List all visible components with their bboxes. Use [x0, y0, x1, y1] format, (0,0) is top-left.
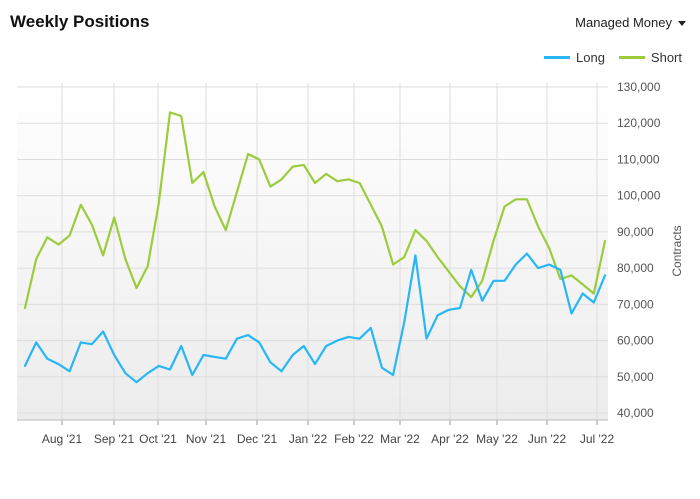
- y-tick-label: 100,000: [617, 189, 661, 203]
- long-series-line: [23, 252, 607, 384]
- y-tick-label: 80,000: [617, 261, 654, 275]
- legend-label-long: Long: [576, 50, 605, 65]
- x-tick-label: Sep '21: [94, 432, 135, 446]
- x-tick-label: Oct '21: [139, 432, 177, 446]
- caret-down-icon: [678, 21, 686, 26]
- x-tick-label: Mar '22: [380, 432, 420, 446]
- legend-label-short: Short: [650, 50, 682, 65]
- x-tick-label: Jul '22: [580, 432, 615, 446]
- y-tick-label: 60,000: [617, 334, 654, 348]
- y-tick-label: 120,000: [617, 116, 661, 130]
- plot-area: [17, 83, 608, 420]
- y-tick-label: 40,000: [617, 406, 654, 420]
- legend-item-short[interactable]: Short: [618, 50, 682, 65]
- y-tick-label: 130,000: [617, 80, 661, 94]
- x-tick-label: May '22: [476, 432, 518, 446]
- x-tick-label: Apr '22: [431, 432, 469, 446]
- dropdown-label: Managed Money: [575, 15, 672, 30]
- x-tick-label: Dec '21: [237, 432, 278, 446]
- grid-lines: [17, 83, 608, 420]
- chart-legend: Long Short: [544, 50, 682, 65]
- y-tick-label: 110,000: [617, 152, 660, 166]
- position-type-dropdown[interactable]: Managed Money: [575, 15, 686, 30]
- page-title: Weekly Positions: [10, 12, 150, 31]
- y-axis: 40,000 50,000 60,000 70,000 80,000 90,000 100,…: [617, 80, 661, 420]
- x-tick-label: Jun '22: [528, 432, 567, 446]
- x-tick-label: Feb '22: [334, 432, 374, 446]
- short-series-line: [23, 111, 607, 310]
- x-tick-label: Aug '21: [42, 432, 83, 446]
- x-tick-label: Nov '21: [186, 432, 227, 446]
- y-tick-label: 50,000: [617, 370, 654, 384]
- legend-item-long[interactable]: Long: [544, 50, 605, 65]
- short-line-swatch: [618, 56, 645, 59]
- x-tick-label: Jan '22: [289, 432, 328, 446]
- y-tick-label: 70,000: [617, 297, 654, 311]
- series-lines: [23, 111, 607, 384]
- long-line-swatch: [544, 56, 570, 59]
- y-tick-label: 90,000: [617, 225, 654, 239]
- x-axis: Aug '21 Sep '21 Oct '21 Nov '21 Dec '21 Jan '…: [17, 419, 615, 446]
- y-axis-label: Contracts: [670, 225, 684, 276]
